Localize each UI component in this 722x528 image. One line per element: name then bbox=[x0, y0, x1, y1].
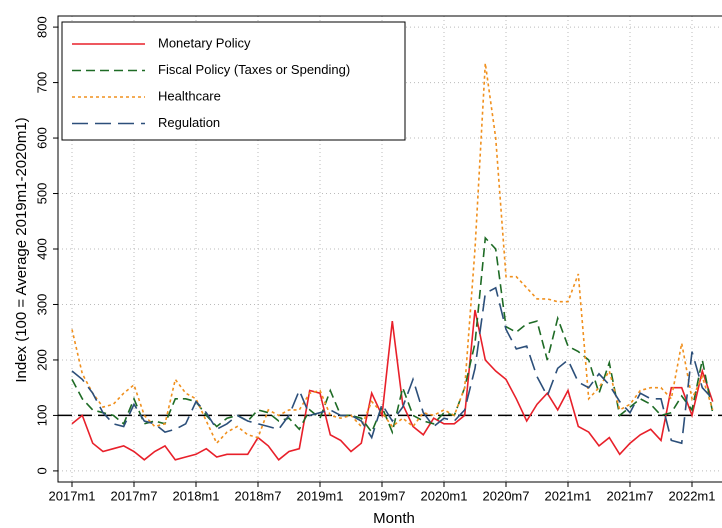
x-tick-label: 2018m7 bbox=[235, 488, 282, 503]
x-axis-label: Month bbox=[373, 510, 415, 527]
y-tick-label: 300 bbox=[34, 294, 49, 316]
x-tick-label: 2017m7 bbox=[111, 488, 158, 503]
plot-frame bbox=[57, 15, 722, 483]
y-tick-label: 600 bbox=[34, 127, 49, 149]
y-tick-label: 200 bbox=[34, 349, 49, 371]
x-tick-label: 2017m1 bbox=[49, 488, 96, 503]
x-tick-label: 2020m7 bbox=[483, 488, 530, 503]
y-tick-label: 800 bbox=[34, 16, 49, 38]
y-tick-label: 400 bbox=[34, 238, 49, 260]
series-line bbox=[71, 286, 714, 445]
legend-label: Fiscal Policy (Taxes or Spending) bbox=[158, 62, 350, 77]
series-line bbox=[71, 236, 714, 435]
y-axis-label: Index (100 = Average 2019m1-2020m1) bbox=[13, 117, 30, 382]
y-tick-label: 100 bbox=[34, 405, 49, 427]
x-tick-label: 2020m1 bbox=[421, 488, 468, 503]
legend-label: Healthcare bbox=[158, 88, 221, 103]
x-tick-label: 2019m7 bbox=[359, 488, 406, 503]
x-tick-label: 2018m1 bbox=[173, 488, 220, 503]
x-tick-label: 2019m1 bbox=[297, 488, 344, 503]
x-tick-label: 2022m1 bbox=[669, 488, 716, 503]
x-tick-label: 2021m7 bbox=[607, 488, 654, 503]
series-line bbox=[71, 63, 714, 445]
series-line bbox=[71, 309, 714, 461]
legend-label: Regulation bbox=[158, 115, 220, 130]
legend: Monetary Policy Fiscal Policy (Taxes or S… bbox=[61, 21, 406, 141]
y-tick-label: 500 bbox=[34, 183, 49, 205]
y-tick-label: 700 bbox=[34, 72, 49, 94]
legend-box bbox=[61, 21, 406, 141]
legend-label: Monetary Policy bbox=[158, 35, 251, 50]
y-tick-label: 0 bbox=[34, 467, 49, 474]
x-tick-label: 2021m1 bbox=[545, 488, 592, 503]
